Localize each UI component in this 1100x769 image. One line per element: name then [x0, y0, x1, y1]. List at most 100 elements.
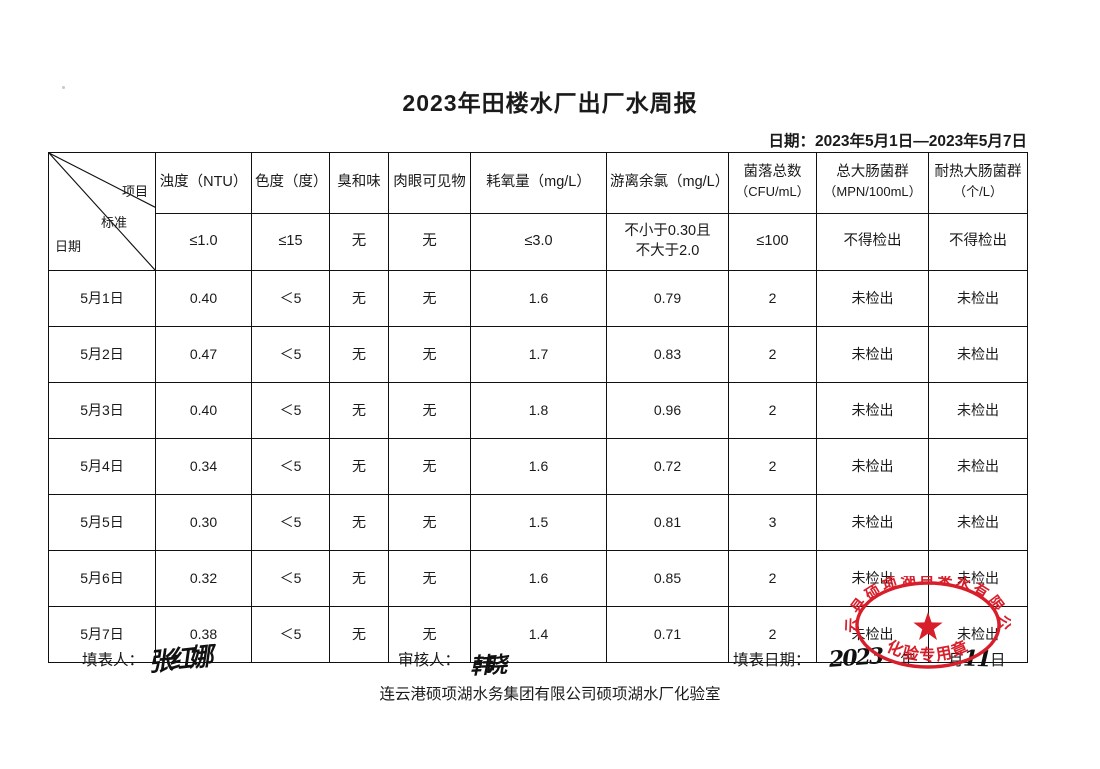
cell-colony-count: 2	[728, 382, 817, 439]
standard-oxygen-consumption: ≤3.0	[470, 213, 607, 271]
column-header-turbidity: 浊度（NTU）	[155, 152, 252, 214]
corner-diagonal-cell: 项目 标准 日期	[48, 152, 156, 271]
cell-total-coliform: 未检出	[816, 270, 929, 327]
organization-label: 连云港硕项湖水务集团有限公司硕项湖水厂化验室	[379, 686, 721, 703]
cell-odor: 无	[329, 438, 389, 495]
column-header-colony-count-line2: （CFU/mL）	[735, 184, 810, 199]
column-header-total-coliform: 总大肠菌群 （MPN/100mL）	[816, 152, 929, 214]
cell-chromaticity: ＜5	[251, 550, 330, 607]
column-header-colony-count-line1: 菌落总数	[743, 164, 802, 181]
table-row: 5月1日 0.40 ＜5 无 无 1.6 0.79 2 未检出 未检出	[48, 270, 1028, 327]
column-header-chromaticity: 色度（度）	[251, 152, 330, 214]
row-date: 5月2日	[48, 326, 156, 383]
date-range-label: 日期：2023年5月1日—2023年5月7日	[768, 133, 1027, 150]
column-header-visible-matter: 肉眼可见物	[388, 152, 471, 214]
cell-chromaticity: ＜5	[251, 326, 330, 383]
cell-visible-matter: 无	[388, 382, 471, 439]
column-header-thermotolerant-coliform-line1: 耐热大肠菌群	[934, 164, 1022, 181]
row-date: 5月1日	[48, 270, 156, 327]
table-row: 5月5日 0.30 ＜5 无 无 1.5 0.81 3 未检出 未检出	[48, 494, 1028, 551]
column-header-thermotolerant-coliform-line2: （个/L）	[953, 184, 1003, 199]
cell-colony-count: 2	[728, 438, 817, 495]
row-date: 5月6日	[48, 550, 156, 607]
standard-visible-matter: 无	[388, 213, 471, 271]
cell-odor: 无	[329, 606, 389, 663]
cell-total-coliform: 未检出	[816, 550, 929, 607]
cell-total-coliform: 未检出	[816, 326, 929, 383]
cell-chromaticity: ＜5	[251, 270, 330, 327]
cell-visible-matter: 无	[388, 438, 471, 495]
cell-thermotolerant-coliform: 未检出	[928, 438, 1028, 495]
filler-label: 填表人：	[82, 652, 145, 669]
cell-total-coliform: 未检出	[816, 438, 929, 495]
fill-date-month-suffix: 月	[948, 652, 964, 669]
table-header-row: 项目 标准 日期 浊度（NTU） 色度（度） 臭和味 肉眼可见物 耗氧量（mg/…	[48, 152, 1028, 271]
cell-thermotolerant-coliform: 未检出	[928, 550, 1028, 607]
cell-turbidity: 0.38	[155, 606, 252, 663]
cell-visible-matter: 无	[388, 326, 471, 383]
standard-turbidity: ≤1.0	[155, 213, 252, 271]
cell-visible-matter: 无	[388, 494, 471, 551]
cell-turbidity: 0.40	[155, 382, 252, 439]
cell-thermotolerant-coliform: 未检出	[928, 326, 1028, 383]
cell-turbidity: 0.40	[155, 270, 252, 327]
row-date: 5月4日	[48, 438, 156, 495]
cell-visible-matter: 无	[388, 270, 471, 327]
scan-speck	[62, 86, 65, 89]
table-row: 5月2日 0.47 ＜5 无 无 1.7 0.83 2 未检出 未检出	[48, 326, 1028, 383]
standard-total-coliform: 不得检出	[816, 213, 929, 271]
column-header-free-chlorine: 游离余氯（mg/L）	[606, 152, 729, 214]
page-title: 2023年田楼水厂出厂水周报	[402, 90, 698, 116]
table-row: 5月3日 0.40 ＜5 无 无 1.8 0.96 2 未检出 未检出	[48, 382, 1028, 439]
standard-free-chlorine-line1: 不小于0.30且	[624, 223, 711, 240]
standard-thermotolerant-coliform: 不得检出	[928, 213, 1028, 271]
column-header-colony-count: 菌落总数 （CFU/mL）	[728, 152, 817, 214]
standard-free-chlorine: 不小于0.30且 不大于2.0	[606, 213, 729, 271]
cell-oxygen-consumption: 1.6	[470, 270, 607, 327]
cell-free-chlorine: 0.81	[606, 494, 729, 551]
cell-colony-count: 2	[728, 550, 817, 607]
cell-free-chlorine: 0.83	[606, 326, 729, 383]
cell-thermotolerant-coliform: 未检出	[928, 382, 1028, 439]
cell-visible-matter: 无	[388, 606, 471, 663]
cell-total-coliform: 未检出	[816, 494, 929, 551]
cell-chromaticity: ＜5	[251, 382, 330, 439]
cell-oxygen-consumption: 1.6	[470, 550, 607, 607]
reviewer-label: 审核人：	[398, 652, 461, 669]
cell-free-chlorine: 0.96	[606, 382, 729, 439]
fill-date-label: 填表日期：	[733, 652, 811, 669]
row-date: 5月5日	[48, 494, 156, 551]
table-row: 5月7日 0.38 ＜5 无 无 1.4 0.71 2 未检出 未检出	[48, 606, 1028, 663]
cell-oxygen-consumption: 1.5	[470, 494, 607, 551]
cell-colony-count: 2	[728, 270, 817, 327]
standard-chromaticity: ≤15	[251, 213, 330, 271]
row-date: 5月7日	[48, 606, 156, 663]
cell-odor: 无	[329, 494, 389, 551]
corner-date-label: 日期	[55, 239, 82, 254]
cell-turbidity: 0.32	[155, 550, 252, 607]
cell-oxygen-consumption: 1.4	[470, 606, 607, 663]
cell-oxygen-consumption: 1.8	[470, 382, 607, 439]
column-header-thermotolerant-coliform: 耐热大肠菌群 （个/L）	[928, 152, 1028, 214]
cell-oxygen-consumption: 1.7	[470, 326, 607, 383]
signature-footer: 填表人： 审核人： 填表日期： 年 月 日	[0, 648, 1100, 674]
cell-turbidity: 0.47	[155, 326, 252, 383]
cell-oxygen-consumption: 1.6	[470, 438, 607, 495]
water-quality-table: 项目 标准 日期 浊度（NTU） 色度（度） 臭和味 肉眼可见物 耗氧量（mg/…	[48, 152, 1028, 663]
standard-odor: 无	[329, 213, 389, 271]
cell-odor: 无	[329, 550, 389, 607]
cell-colony-count: 3	[728, 494, 817, 551]
column-header-oxygen-consumption: 耗氧量（mg/L）	[470, 152, 607, 214]
column-header-total-coliform-line2: （MPN/100mL）	[823, 184, 922, 199]
corner-item-label: 项目	[121, 184, 148, 199]
diagonal-lines-icon	[49, 153, 155, 270]
cell-free-chlorine: 0.85	[606, 550, 729, 607]
standard-free-chlorine-line2: 不大于2.0	[635, 243, 700, 259]
cell-odor: 无	[329, 326, 389, 383]
cell-turbidity: 0.34	[155, 438, 252, 495]
cell-visible-matter: 无	[388, 550, 471, 607]
row-date: 5月3日	[48, 382, 156, 439]
cell-turbidity: 0.30	[155, 494, 252, 551]
column-header-odor: 臭和味	[329, 152, 389, 214]
